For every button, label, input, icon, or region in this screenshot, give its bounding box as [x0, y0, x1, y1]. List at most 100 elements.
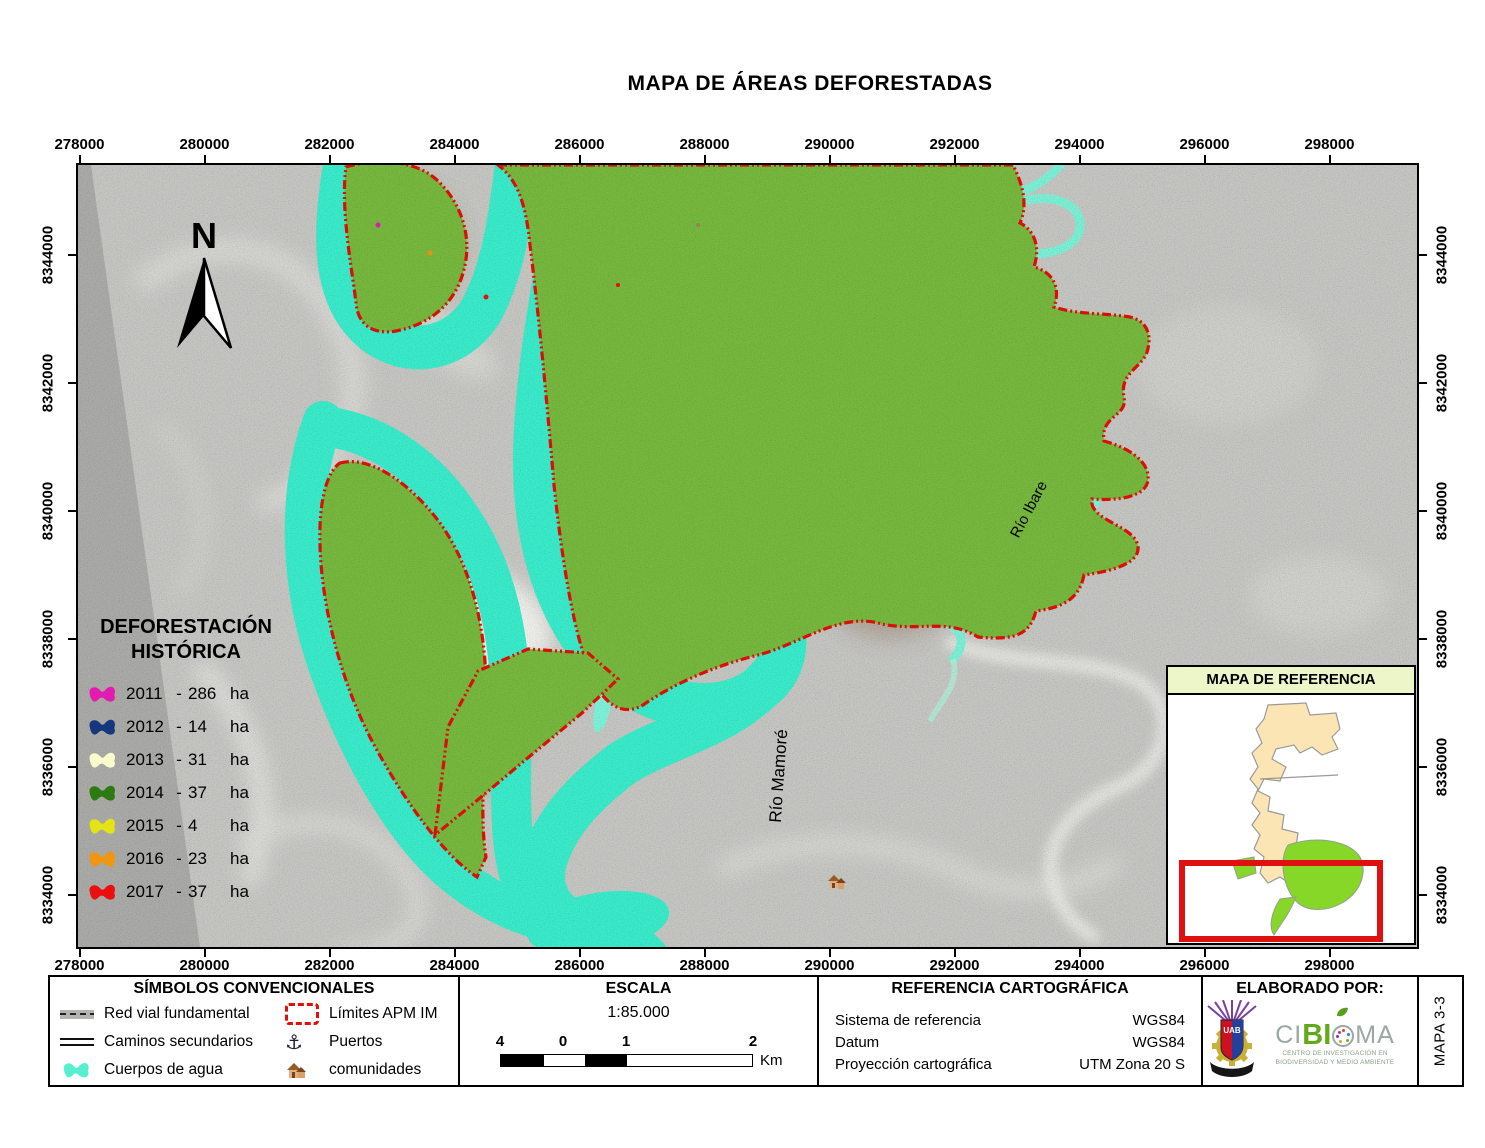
y-axis-labels-left: 8344000 8342000 8340000 8338000 8336000 83340…: [36, 191, 60, 959]
axis-tick: [828, 949, 831, 957]
legend-unit: ha: [230, 783, 249, 802]
cibioma-subtitle-1: CENTRO DE INVESTIGACIÓN EN: [1282, 1049, 1388, 1057]
y-axis-label: 8338000: [39, 609, 57, 669]
legend-item: 2015 - 4 ha: [86, 810, 286, 842]
legend-item: 2012 - 14 ha: [86, 711, 286, 743]
map-canvas: Río Mamoré Río Ibare San Bartolo: [78, 165, 1417, 947]
x-axis-label: 296000: [1179, 957, 1230, 974]
y-axis-label: 8334000: [39, 865, 57, 925]
symbol-communities: comunidades: [285, 1056, 455, 1084]
y-axis-ticks-right: [1419, 191, 1427, 959]
x-axis-ticks-bottom: [17, 949, 1392, 957]
reference-value: WGS84: [1132, 1034, 1185, 1051]
reference-row: Proyección cartográfica UTM Zona 20 S: [835, 1054, 1185, 1076]
conventional-symbols-section: SÍMBOLOS CONVENCIONALES Red vial fundame…: [50, 977, 460, 1085]
cibioma-subtitle-2: BIODIVERSIDAD Y MEDIO AMBIENTE: [1275, 1059, 1395, 1066]
deforestation-swatch-icon: [89, 785, 115, 801]
north-arrow: N: [174, 218, 234, 359]
reference-label: Sistema de referencia: [835, 1012, 981, 1029]
axis-tick: [1419, 254, 1427, 256]
reference-label: Datum: [835, 1034, 880, 1051]
axis-tick: [68, 254, 76, 256]
axis-tick: [203, 949, 206, 957]
legend-year: 2014: [126, 783, 164, 802]
legend-items: 2011 - 286 ha 2012 - 14 ha: [86, 678, 286, 908]
legend-value: 4: [188, 816, 198, 835]
axis-tick: [953, 155, 956, 163]
north-arrow-icon: [177, 257, 233, 349]
axis-tick: [203, 155, 206, 163]
reference-row: Sistema de referencia WGS84: [835, 1010, 1185, 1032]
x-axis-ticks-top: [17, 155, 1392, 163]
legend-item: 2013 - 31 ha: [86, 744, 286, 776]
y-axis-label: 8336000: [1433, 737, 1451, 797]
x-axis-label: 298000: [1304, 136, 1355, 153]
scale-bar-graphic: [500, 1054, 753, 1067]
axis-tick: [68, 510, 76, 512]
x-axis-label: 278000: [54, 136, 105, 153]
y-axis-labels-right: 8344000 8342000 8340000 8338000 8336000 83340…: [1430, 191, 1454, 959]
x-axis-label: 284000: [429, 136, 480, 153]
symbol-ports: ⚓ Puertos: [285, 1028, 455, 1056]
x-axis-label: 290000: [804, 957, 855, 974]
map-marginalia-panel: SÍMBOLOS CONVENCIONALES Red vial fundame…: [48, 975, 1464, 1087]
community-icon: [828, 875, 846, 889]
scale-bar-numbers: 0 1 2 4: [496, 1033, 757, 1051]
legend-title-line2: HISTÓRICA: [131, 641, 241, 663]
symbol-road-secondary: Caminos secundarios: [60, 1028, 285, 1056]
x-axis-labels-top: 278000 280000 282000 284000 286000 288000 2900…: [17, 136, 1392, 153]
reference-row: Datum WGS84: [835, 1032, 1185, 1054]
axis-tick: [328, 155, 331, 163]
axis-tick: [68, 766, 76, 768]
legend-year: 2017: [126, 882, 164, 901]
axis-tick: [1419, 638, 1427, 640]
x-axis-label: 282000: [304, 957, 355, 974]
legend-unit: ha: [230, 717, 249, 736]
y-axis-ticks-left: [68, 191, 76, 959]
community-legend-icon: [285, 1061, 329, 1079]
legend-separator: -: [176, 717, 182, 736]
deforestation-swatch-icon: [89, 719, 115, 735]
x-axis-label: 292000: [929, 957, 980, 974]
legend-separator: -: [176, 783, 182, 802]
axis-tick: [828, 155, 831, 163]
y-axis-label: 8340000: [1433, 481, 1451, 541]
inset-map-graphic: [1168, 695, 1414, 943]
scale-section: ESCALA 1:85.000 0 1 2 4 Km: [460, 977, 819, 1085]
x-axis-label: 278000: [54, 957, 105, 974]
scale-bar: 0 1 2 4 Km: [496, 1033, 790, 1079]
x-axis-label: 294000: [1054, 136, 1105, 153]
y-axis-label: 8344000: [39, 225, 57, 285]
scale-tick-label: 0: [558, 1033, 568, 1050]
main-road-icon: [60, 1009, 104, 1019]
deforestation-swatch-icon: [89, 686, 115, 702]
scale-tick-label: 4: [495, 1033, 505, 1050]
axis-tick: [68, 638, 76, 640]
cibioma-o-icon: [1332, 1024, 1355, 1047]
legend-item: 2011 - 286 ha: [86, 678, 286, 710]
axis-tick: [78, 155, 81, 163]
legend-year: 2016: [126, 849, 164, 868]
legend-value: 23: [188, 849, 207, 868]
legend-value: 37: [188, 882, 207, 901]
axis-tick: [453, 155, 456, 163]
x-axis-label: 290000: [804, 136, 855, 153]
reference-value: WGS84: [1132, 1012, 1185, 1029]
scale-ratio: 1:85.000: [607, 1004, 670, 1021]
axis-tick: [703, 949, 706, 957]
cartographic-reference-section: REFERENCIA CARTOGRÁFICA Sistema de refer…: [819, 977, 1203, 1085]
y-axis-label: 8334000: [1433, 865, 1451, 925]
x-axis-label: 288000: [679, 957, 730, 974]
deforestation-swatch-icon: [89, 884, 115, 900]
scale-tick-label: 1: [621, 1033, 631, 1050]
y-axis-label: 8338000: [1433, 609, 1451, 669]
legend-value: 286: [188, 684, 217, 703]
legend-item: 2017 - 37 ha: [86, 876, 286, 908]
axis-tick: [1203, 155, 1206, 163]
axis-tick: [1419, 894, 1427, 896]
legend-separator: -: [176, 750, 182, 769]
symbol-apm-limits: Límites APM IM: [285, 1000, 455, 1028]
cibioma-text-gray1: CI: [1275, 1020, 1303, 1049]
cartographic-reference-rows: Sistema de referencia WGS84 Datum WGS84 …: [819, 1010, 1201, 1076]
page-title: MAPA DE ÁREAS DEFORESTADAS: [627, 72, 993, 95]
